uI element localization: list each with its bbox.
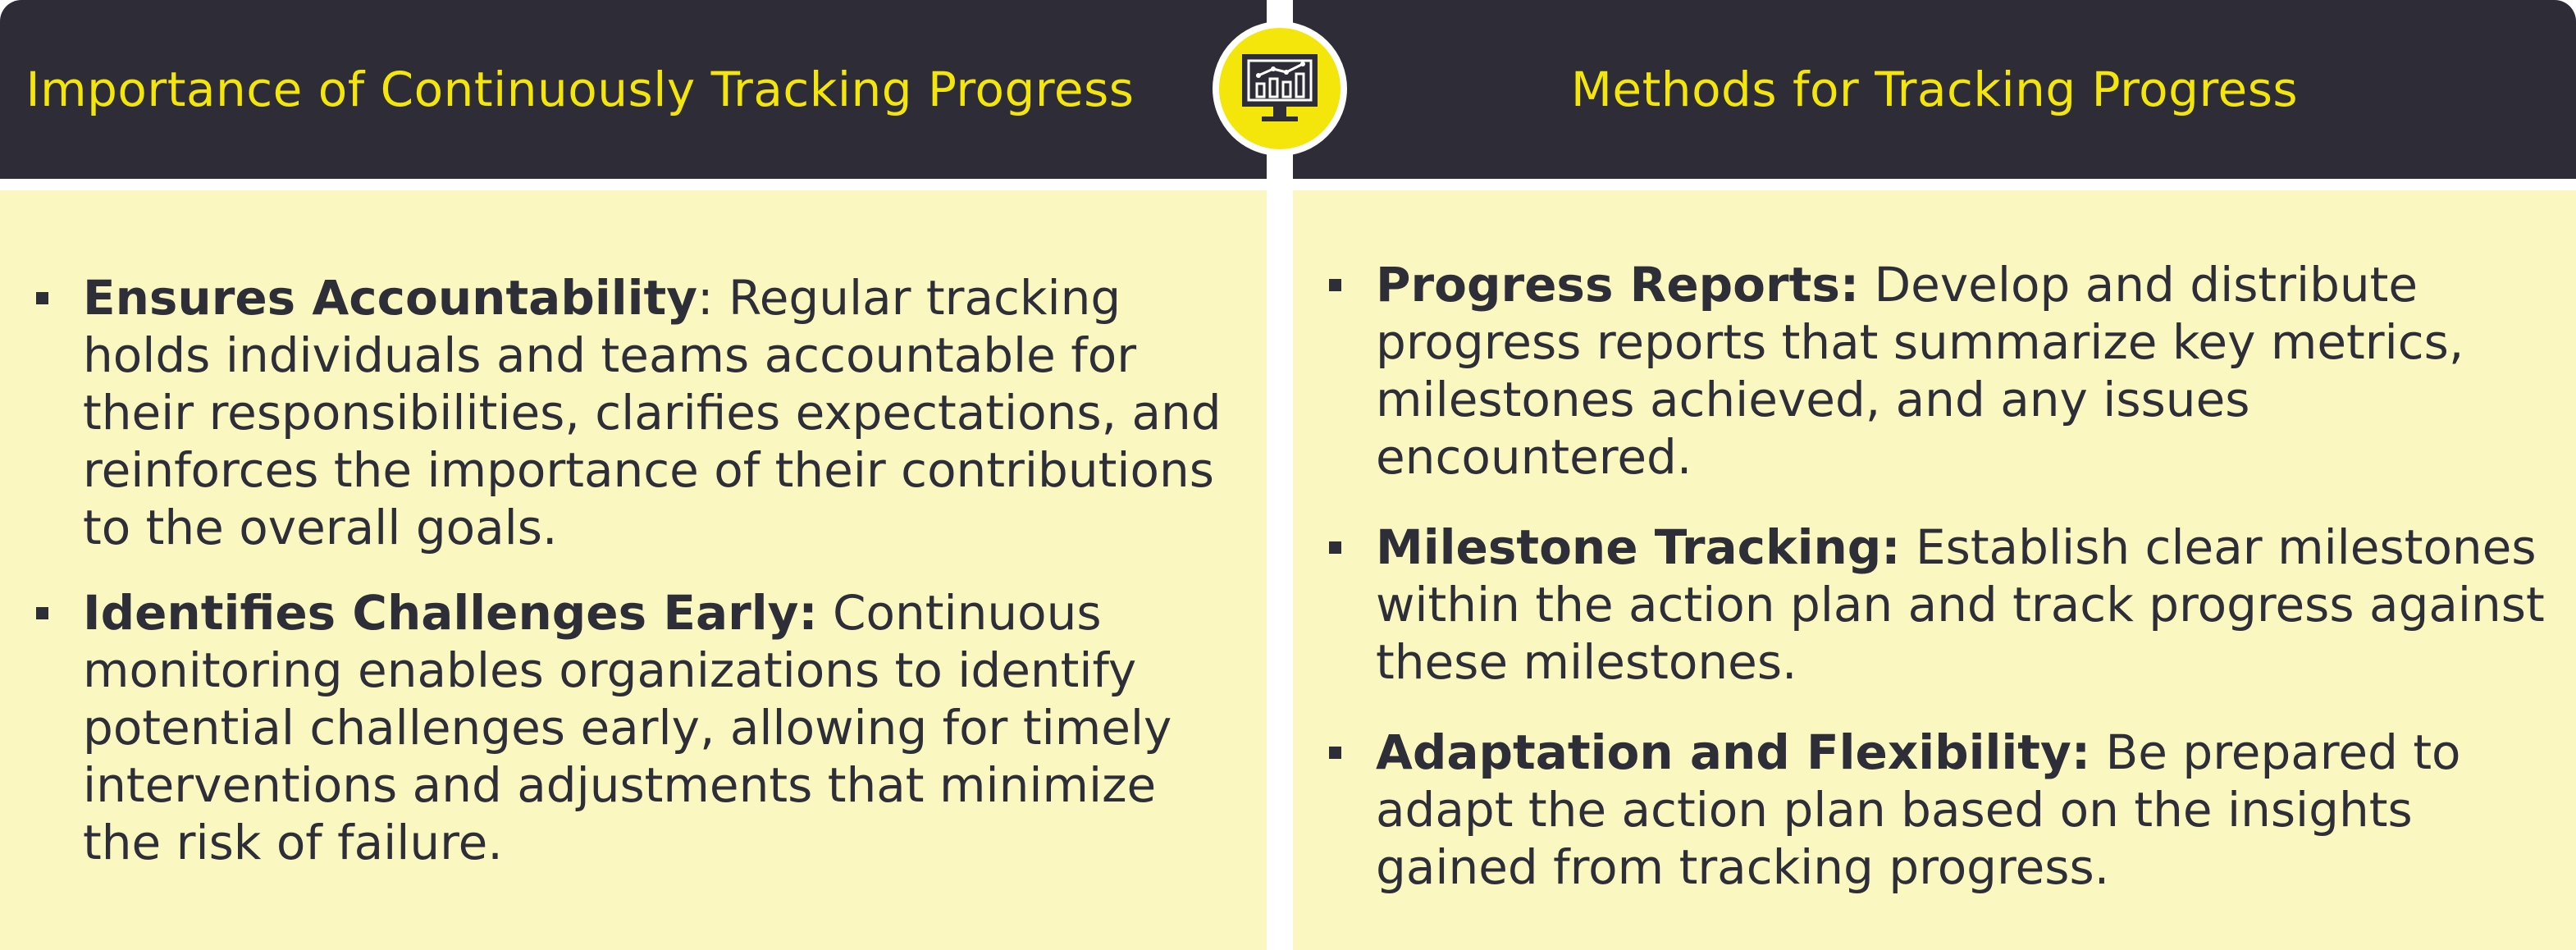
square-bullet-icon xyxy=(1329,747,1341,759)
bullet-term: Ensures Accountability xyxy=(83,270,698,326)
bullet-item: Identifies Challenges Early: Continuous … xyxy=(36,584,1234,871)
bullet-item: Milestone Tracking: Establish clear mile… xyxy=(1329,518,2551,691)
bullet-separator: : xyxy=(697,270,714,326)
bullet-term: Progress Reports: xyxy=(1376,257,1860,313)
bullet-text: Regular tracking holds individuals and t… xyxy=(83,270,1222,555)
center-badge xyxy=(1213,21,1347,156)
bullet-term: Milestone Tracking: xyxy=(1376,519,1901,575)
bullet-text: Continuous monitoring enables organizati… xyxy=(83,585,1172,870)
right-panel: Progress Reports: Develop and distribute… xyxy=(1293,190,2576,950)
bullet-text: Be prepared to adapt the action plan bas… xyxy=(1376,724,2461,895)
bullet-term: Identifies Challenges Early: xyxy=(83,585,818,641)
bullet-content: Milestone Tracking: Establish clear mile… xyxy=(1376,518,2551,691)
square-bullet-icon xyxy=(1329,279,1341,291)
left-bullet-list: Ensures Accountability: Regular tracking… xyxy=(36,269,1234,871)
right-header: Methods for Tracking Progress xyxy=(1293,0,2576,179)
bullet-text: Establish clear milestones within the ac… xyxy=(1376,519,2545,690)
monitor-chart-icon xyxy=(1242,54,1318,121)
bullet-item: Adaptation and Flexibility: Be prepared … xyxy=(1329,724,2551,896)
square-bullet-icon xyxy=(1329,541,1341,554)
square-bullet-icon xyxy=(36,607,48,619)
bullet-term: Adaptation and Flexibility: xyxy=(1376,724,2091,780)
bullet-text: Develop and distribute progress reports … xyxy=(1376,257,2464,485)
bullet-content: Progress Reports: Develop and distribute… xyxy=(1376,256,2551,486)
left-panel: Ensures Accountability: Regular tracking… xyxy=(0,190,1267,950)
bullet-content: Ensures Accountability: Regular tracking… xyxy=(83,269,1234,556)
bullet-item: Ensures Accountability: Regular tracking… xyxy=(36,269,1234,556)
bullet-content: Adaptation and Flexibility: Be prepared … xyxy=(1376,724,2551,896)
right-header-title: Methods for Tracking Progress xyxy=(1570,62,2299,117)
square-bullet-icon xyxy=(36,292,48,304)
bullet-item: Progress Reports: Develop and distribute… xyxy=(1329,256,2551,486)
left-header: Importance of Continuously Tracking Prog… xyxy=(0,0,1267,179)
left-header-title: Importance of Continuously Tracking Prog… xyxy=(25,62,1135,117)
right-bullet-list: Progress Reports: Develop and distribute… xyxy=(1329,256,2551,896)
bullet-content: Identifies Challenges Early: Continuous … xyxy=(83,584,1234,871)
